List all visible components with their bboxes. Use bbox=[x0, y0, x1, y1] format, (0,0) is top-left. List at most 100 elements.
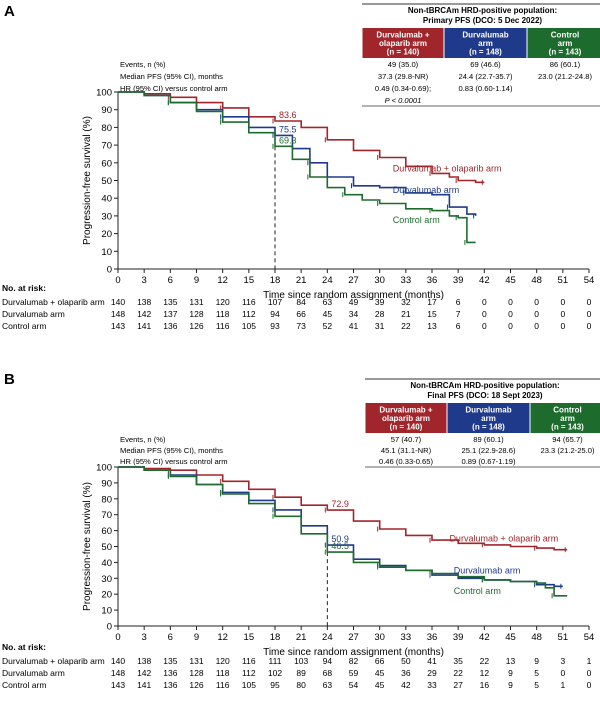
x-tick-label: 12 bbox=[217, 632, 228, 643]
at-risk-value: 0 bbox=[534, 297, 539, 307]
at-risk-value: 9 bbox=[508, 680, 513, 690]
at-risk-value: 22 bbox=[480, 656, 490, 666]
table-row-label: HR (95% CI) versus control arm bbox=[120, 84, 228, 93]
x-tick-label: 0 bbox=[115, 275, 120, 286]
y-tick-label: 100 bbox=[96, 463, 112, 474]
table-cell: 69 (46.6) bbox=[470, 60, 501, 69]
x-tick-label: 0 bbox=[115, 632, 120, 643]
series-label: Durvalumab arm bbox=[454, 566, 521, 576]
x-tick-label: 9 bbox=[194, 275, 199, 286]
at-risk-value: 9 bbox=[508, 668, 513, 678]
x-tick-label: 3 bbox=[142, 275, 147, 286]
at-risk-value: 7 bbox=[456, 309, 461, 319]
at-risk-value: 36 bbox=[401, 668, 411, 678]
at-risk-value: 3 bbox=[560, 656, 565, 666]
at-risk-value: 41 bbox=[427, 656, 437, 666]
x-tick-label: 54 bbox=[584, 632, 595, 643]
table-subtitle: Final PFS (DCO: 18 Sept 2023) bbox=[427, 391, 542, 400]
y-tick-label: 60 bbox=[101, 526, 112, 537]
at-risk-table: No. at risk: Durvalumab + olaparib arm 140… bbox=[2, 283, 592, 331]
y-tick-label: 50 bbox=[101, 176, 112, 187]
at-risk-value: 131 bbox=[189, 297, 203, 307]
table-header-text: (n = 140) bbox=[387, 48, 420, 57]
y-tick-label: 70 bbox=[101, 141, 112, 152]
at-risk-value: 21 bbox=[401, 309, 411, 319]
at-risk-value: 93 bbox=[270, 321, 280, 331]
at-risk-value: 22 bbox=[401, 321, 411, 331]
at-risk-value: 5 bbox=[534, 668, 539, 678]
at-risk-value: 148 bbox=[111, 309, 125, 319]
at-risk-value: 126 bbox=[189, 321, 203, 331]
at-risk-value: 120 bbox=[216, 656, 230, 666]
at-risk-value: 45 bbox=[375, 680, 385, 690]
km-chart-b: B Non-tBRCAm HRD-positive population:Fina… bbox=[2, 371, 600, 690]
panel-label: A bbox=[4, 3, 15, 20]
at-risk-value: 63 bbox=[323, 297, 333, 307]
at-risk-value: 49 bbox=[349, 297, 359, 307]
at-risk-value: 0 bbox=[587, 321, 592, 331]
series-line-1 bbox=[118, 91, 477, 216]
table-row-label: Median PFS (95% CI), months bbox=[120, 72, 223, 81]
at-risk-value: 0 bbox=[534, 321, 539, 331]
table-cell: 45.1 (31.1-NR) bbox=[381, 446, 432, 455]
y-tick-label: 10 bbox=[101, 247, 112, 258]
at-risk-value: 6 bbox=[456, 297, 461, 307]
table-header-text: arm bbox=[478, 39, 493, 48]
y-tick-label: 30 bbox=[101, 211, 112, 222]
table-header-text: arm bbox=[481, 414, 496, 423]
table-cell: 94 (65.7) bbox=[552, 435, 583, 444]
y-tick-label: 40 bbox=[101, 194, 112, 205]
at-risk-value: 0 bbox=[534, 309, 539, 319]
table-header-text: (n = 143) bbox=[551, 423, 584, 432]
table-cell: 37.3 (29.8-NR) bbox=[378, 72, 429, 81]
x-tick-label: 54 bbox=[584, 275, 595, 286]
x-tick-label: 42 bbox=[479, 632, 490, 643]
at-risk-value: 0 bbox=[508, 321, 513, 331]
table-header-cell bbox=[447, 403, 530, 433]
x-tick-label: 12 bbox=[217, 275, 228, 286]
table-row-label: HR (95% CI) versus control arm bbox=[120, 457, 228, 466]
at-risk-value: 0 bbox=[482, 297, 487, 307]
at-risk-row-label: Durvalumab + olaparib arm bbox=[2, 297, 105, 307]
at-risk-value: 29 bbox=[427, 668, 437, 678]
table-header-text: arm bbox=[558, 39, 573, 48]
table-header-text: Control bbox=[551, 30, 579, 39]
y-tick-label: 30 bbox=[101, 574, 112, 585]
x-tick-label: 33 bbox=[401, 632, 412, 643]
at-risk-value: 0 bbox=[587, 309, 592, 319]
at-risk-value: 16 bbox=[480, 680, 490, 690]
at-risk-value: 35 bbox=[453, 656, 463, 666]
table-header-text: (n = 143) bbox=[549, 48, 582, 57]
at-risk-value: 59 bbox=[349, 668, 359, 678]
y-tick-label: 40 bbox=[101, 558, 112, 569]
table-title: Non-tBRCAm HRD-positive population: bbox=[410, 381, 559, 390]
y-tick-label: 80 bbox=[101, 123, 112, 134]
y-tick-label: 100 bbox=[96, 88, 112, 99]
at-risk-value: 34 bbox=[349, 309, 359, 319]
at-risk-value: 0 bbox=[587, 297, 592, 307]
table-header-cell bbox=[444, 28, 527, 58]
at-risk-value: 116 bbox=[216, 680, 230, 690]
at-risk-value: 52 bbox=[323, 321, 333, 331]
table-subtitle: Primary PFS (DCO: 5 Dec 2022) bbox=[423, 16, 542, 25]
at-risk-value: 105 bbox=[242, 680, 256, 690]
at-risk-row-label: Control arm bbox=[2, 321, 46, 331]
x-tick-label: 48 bbox=[531, 632, 542, 643]
at-risk-value: 0 bbox=[560, 297, 565, 307]
table-title: Non-tBRCAm HRD-positive population: bbox=[408, 6, 557, 15]
at-risk-value: 15 bbox=[427, 309, 437, 319]
at-risk-value: 143 bbox=[111, 680, 125, 690]
table-cell: 23.3 (21.2-25.0) bbox=[540, 446, 595, 455]
table-header-text: Control bbox=[553, 405, 581, 414]
at-risk-value: 143 bbox=[111, 321, 125, 331]
x-tick-label: 9 bbox=[194, 632, 199, 643]
x-tick-label: 51 bbox=[558, 632, 569, 643]
at-risk-value: 131 bbox=[189, 656, 203, 666]
table-header-text: (n = 148) bbox=[469, 48, 502, 57]
table-cell: 23.0 (21.2-24.8) bbox=[538, 72, 593, 81]
at-risk-value: 135 bbox=[163, 656, 177, 666]
table-cell: 86 (60.1) bbox=[550, 60, 581, 69]
at-risk-value: 142 bbox=[137, 309, 151, 319]
table-header-cell bbox=[530, 403, 600, 433]
